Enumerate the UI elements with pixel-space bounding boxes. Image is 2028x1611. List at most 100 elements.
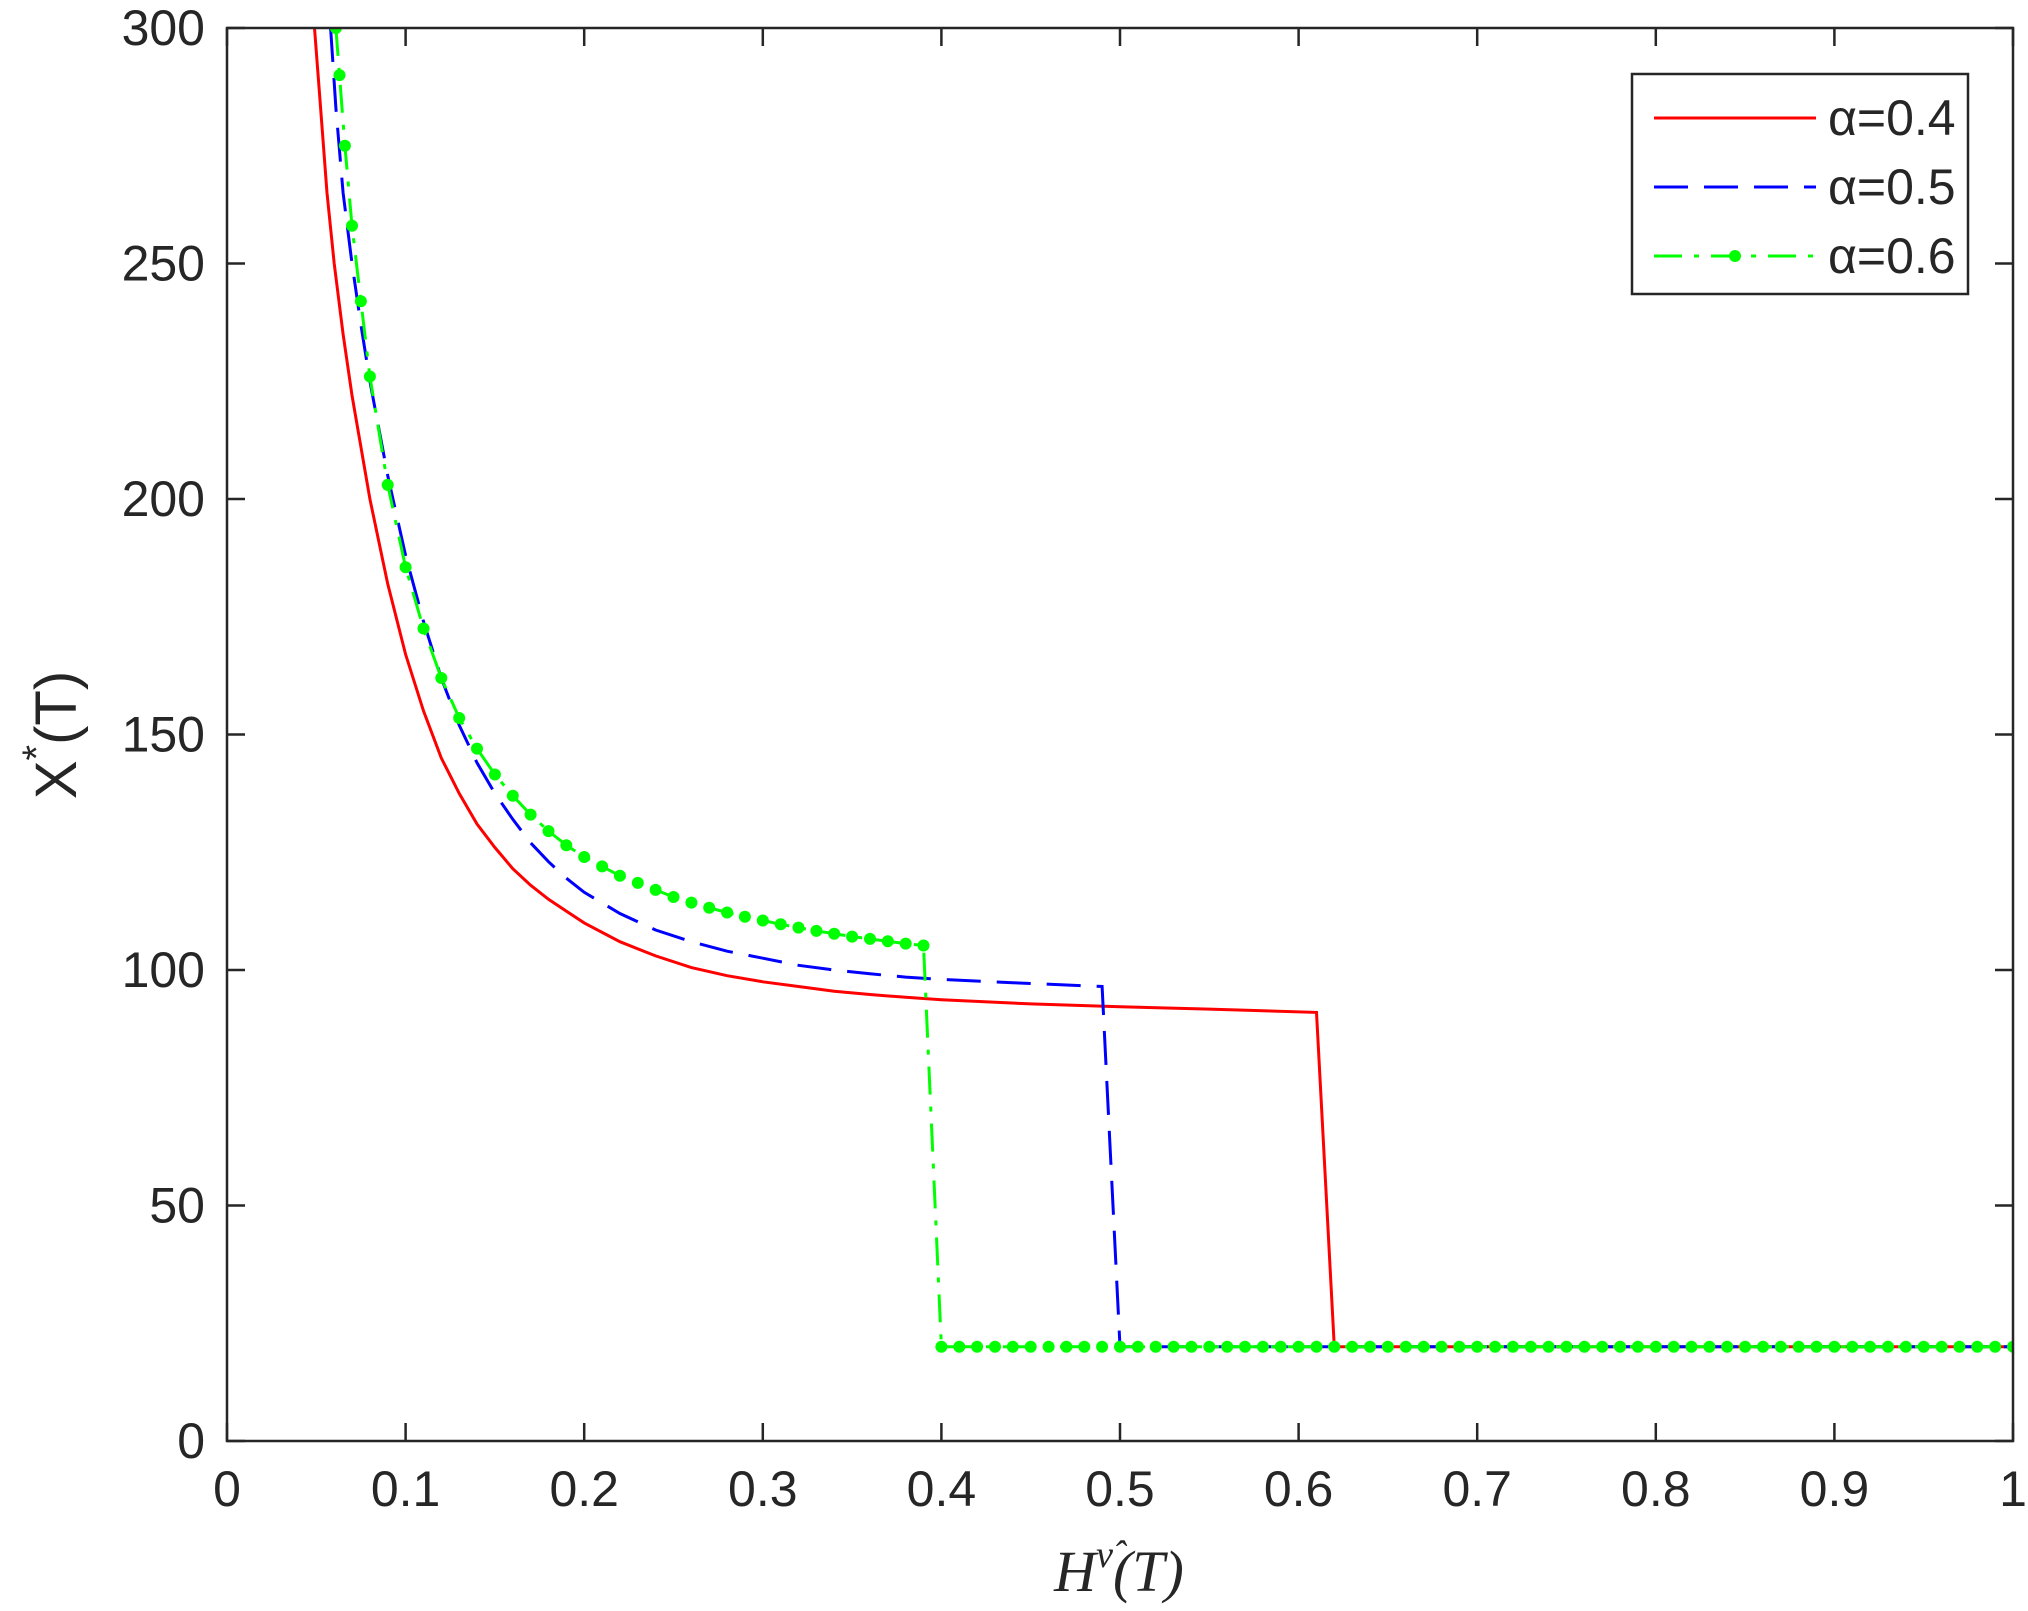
series-3-point-40 bbox=[971, 1340, 984, 1353]
y-axis-title: X*(T) bbox=[15, 671, 89, 799]
series-3-point-61 bbox=[1346, 1340, 1359, 1353]
y-tick-label: 200 bbox=[122, 471, 205, 527]
series-3-point-8 bbox=[399, 561, 412, 574]
x-tick-label: 0.5 bbox=[1085, 1461, 1155, 1517]
axes-layer: 0 0.1 0.2 0.3 0.4 0.5 0.6 0.7 0.8 0.9 1 0 50 100 150 20… bbox=[122, 0, 2027, 1517]
series-2 bbox=[329, 28, 2013, 1349]
x-tick-label: 0.1 bbox=[371, 1461, 441, 1517]
series-3-point-42 bbox=[1006, 1340, 1019, 1353]
series-3-point-86 bbox=[1792, 1340, 1805, 1353]
series-3-point-70 bbox=[1506, 1340, 1519, 1353]
x-tick-label: 1 bbox=[1999, 1461, 2027, 1517]
series-3-point-87 bbox=[1810, 1340, 1823, 1353]
series-3-point-58 bbox=[1292, 1340, 1305, 1353]
series-3-point-34 bbox=[864, 932, 876, 945]
y-tick-label: 250 bbox=[122, 236, 205, 292]
series-3-point-97 bbox=[1989, 1340, 2002, 1353]
series-3-point-67 bbox=[1453, 1340, 1466, 1353]
series-3-point-19 bbox=[596, 860, 609, 873]
series-3-point-23 bbox=[667, 891, 680, 903]
series-3-point-79 bbox=[1667, 1340, 1680, 1353]
series-3-point-33 bbox=[846, 930, 859, 943]
series-3-point-69 bbox=[1489, 1340, 1502, 1353]
x-tick-label: 0.4 bbox=[907, 1461, 977, 1517]
series-3-point-14 bbox=[506, 789, 519, 802]
series-line-2 bbox=[329, 28, 2013, 1349]
x-tick-label: 0.6 bbox=[1264, 1461, 1334, 1517]
axis-titles: Hν̂(T) X*(T) bbox=[15, 671, 1184, 1604]
series-3-point-84 bbox=[1757, 1340, 1769, 1353]
series-3-point-73 bbox=[1560, 1340, 1573, 1353]
x-tick-label: 0 bbox=[213, 1461, 241, 1517]
series-3-point-56 bbox=[1256, 1340, 1269, 1353]
x-tick-label: 0.7 bbox=[1442, 1461, 1512, 1517]
series-3-point-83 bbox=[1739, 1340, 1752, 1353]
series-3-point-41 bbox=[989, 1340, 1001, 1353]
series-3-point-64 bbox=[1399, 1340, 1412, 1353]
series-3-point-80 bbox=[1685, 1340, 1698, 1353]
series-3-point-37 bbox=[917, 939, 930, 952]
series-3-point-55 bbox=[1239, 1340, 1251, 1353]
series-3-point-48 bbox=[1114, 1340, 1126, 1353]
series-3-point-50 bbox=[1149, 1340, 1162, 1353]
x-tick-label: 0.3 bbox=[728, 1461, 798, 1517]
series-layer bbox=[313, 28, 2013, 1353]
series-3-point-81 bbox=[1703, 1340, 1716, 1353]
series-3-point-94 bbox=[1935, 1340, 1948, 1353]
series-3-point-2 bbox=[333, 69, 346, 82]
series-line-1 bbox=[313, 28, 2013, 1349]
x-tick-label: 0.2 bbox=[549, 1461, 619, 1517]
series-3-point-47 bbox=[1096, 1340, 1109, 1353]
series-3-point-57 bbox=[1274, 1340, 1287, 1353]
series-3-point-1 bbox=[329, 28, 342, 34]
series-3-point-60 bbox=[1328, 1340, 1341, 1353]
legend: α=0.4 α=0.5 α=0.6 bbox=[1630, 72, 1970, 296]
series-3-point-44 bbox=[1042, 1340, 1055, 1353]
series-3-point-9 bbox=[417, 622, 430, 635]
series-3-point-4 bbox=[346, 219, 358, 232]
series-3-point-12 bbox=[471, 742, 483, 755]
series-3-point-11 bbox=[453, 712, 466, 724]
series-3-point-22 bbox=[649, 883, 662, 896]
series-3-point-18 bbox=[578, 851, 591, 863]
legend-label-3: α=0.6 bbox=[1828, 228, 1956, 284]
series-3-point-35 bbox=[881, 935, 894, 948]
y-tick-label: 0 bbox=[177, 1413, 205, 1469]
series-3-point-82 bbox=[1721, 1340, 1734, 1353]
series-3 bbox=[329, 28, 2013, 1353]
legend-label-1: α=0.4 bbox=[1828, 90, 1956, 146]
series-3-point-66 bbox=[1435, 1340, 1448, 1353]
series-3-point-27 bbox=[738, 910, 751, 923]
series-3-point-20 bbox=[613, 869, 626, 882]
series-3-point-71 bbox=[1524, 1340, 1537, 1353]
y-tick-label: 100 bbox=[122, 942, 205, 998]
x-axis-title: Hν̂(T) bbox=[1053, 1534, 1184, 1604]
series-3-point-89 bbox=[1846, 1340, 1859, 1353]
series-3-point-10 bbox=[435, 672, 448, 684]
series-3-point-24 bbox=[685, 896, 698, 909]
series-3-point-43 bbox=[1024, 1340, 1037, 1353]
series-3-point-91 bbox=[1882, 1340, 1894, 1353]
series-3-point-5 bbox=[354, 295, 367, 308]
series-3-point-39 bbox=[953, 1340, 966, 1353]
legend-marker-3 bbox=[1729, 250, 1741, 262]
series-3-point-98 bbox=[2007, 1340, 2013, 1353]
series-3-point-30 bbox=[792, 921, 805, 934]
series-3-point-78 bbox=[1649, 1340, 1662, 1353]
series-3-point-26 bbox=[721, 906, 734, 919]
series-3-point-74 bbox=[1578, 1340, 1591, 1353]
series-3-point-17 bbox=[560, 839, 573, 852]
series-3-point-62 bbox=[1364, 1340, 1376, 1353]
series-3-point-63 bbox=[1381, 1340, 1394, 1353]
series-3-point-38 bbox=[935, 1340, 948, 1353]
series-3-point-76 bbox=[1614, 1340, 1627, 1353]
series-3-point-51 bbox=[1167, 1340, 1180, 1353]
series-3-point-3 bbox=[338, 139, 351, 152]
series-3-point-77 bbox=[1631, 1340, 1644, 1353]
series-3-point-96 bbox=[1971, 1340, 1984, 1353]
series-3-point-93 bbox=[1917, 1340, 1930, 1353]
series-3-point-85 bbox=[1774, 1340, 1787, 1353]
series-3-point-28 bbox=[756, 914, 769, 927]
